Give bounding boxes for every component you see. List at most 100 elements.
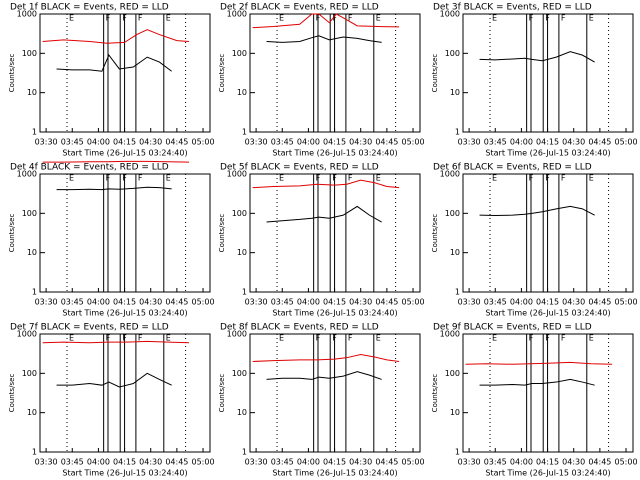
chart-title: Det 8f BLACK = Events, RED = LLD [220,323,379,333]
x-tick-label: 04:15 [113,298,136,307]
marker-label: E [166,14,171,23]
x-tick-label: 04:15 [323,458,346,467]
chart-title: Det 3f BLACK = Events, RED = LLD [433,3,592,13]
y-tick-label: 100 [232,209,247,218]
x-tick-label: 04:30 [562,458,585,467]
x-tick-label: 04:30 [349,458,372,467]
x-tick-label: 04:15 [536,458,559,467]
x-tick-label: 04:45 [375,458,398,467]
y-tick-label: 10 [237,248,247,257]
y-tick-label: 1 [242,288,247,297]
x-tick-label: 04:00 [510,458,533,467]
x-tick-label: 03:30 [35,138,58,147]
y-tick-label: 1000 [227,330,247,339]
y-axis-label: Counts/sec [8,214,16,253]
y-axis-label: Counts/sec [8,374,16,413]
marker-label: F [138,14,143,23]
x-tick-label: 05:00 [614,458,637,467]
y-axis-label: Counts/sec [431,374,439,413]
y-tick-label: 1000 [227,10,247,19]
x-tick-label: 04:45 [375,298,398,307]
chart-title: Det 5f BLACK = Events, RED = LLD [220,163,379,173]
y-tick-label: 1000 [440,330,460,339]
chart-title: Det 9f BLACK = Events, RED = LLD [433,323,592,333]
x-tick-label: 03:30 [245,298,268,307]
x-tick-label: 03:45 [484,138,507,147]
y-tick-label: 10 [27,248,37,257]
data-line [266,371,382,380]
y-tick-label: 10 [450,248,460,257]
y-tick-label: 1 [455,128,460,137]
x-tick-label: 04:15 [113,138,136,147]
marker-label: F [138,174,143,183]
x-tick-label: 03:45 [61,138,84,147]
y-tick-label: 10 [27,88,37,97]
y-tick-label: 10 [237,408,247,417]
x-tick-label: 03:30 [35,298,58,307]
x-tick-label: 03:45 [484,298,507,307]
x-tick-label: 04:30 [139,458,162,467]
data-line [465,361,613,365]
x-tick-label: 04:30 [349,298,372,307]
marker-label: E [589,174,594,183]
y-tick-label: 1 [242,448,247,457]
marker-label: E [376,14,381,23]
marker-label: F [348,334,353,343]
x-tick-label: 04:45 [165,458,188,467]
x-tick-label: 05:00 [191,298,214,307]
x-tick-label: 04:30 [349,138,372,147]
x-tick-label: 04:30 [562,298,585,307]
data-line [56,54,172,72]
y-tick-label: 1 [32,448,37,457]
x-tick-label: 04:45 [588,298,611,307]
data-line [479,378,595,386]
y-tick-label: 1 [455,288,460,297]
data-line [42,160,190,163]
chart-title: Det 1f BLACK = Events, RED = LLD [10,3,169,13]
x-tick-label: 04:30 [139,138,162,147]
marker-label: F [561,174,566,183]
chart-title: Det 7f BLACK = Events, RED = LLD [10,323,169,333]
y-tick-label: 100 [22,209,37,218]
data-line [42,29,190,44]
x-tick-label: 04:45 [375,138,398,147]
y-tick-label: 1 [455,448,460,457]
x-tick-label: 04:00 [87,138,110,147]
x-tick-label: 03:30 [245,138,268,147]
x-tick-label: 03:30 [458,458,481,467]
x-tick-label: 04:15 [323,138,346,147]
x-tick-label: 05:00 [401,138,424,147]
x-tick-label: 04:00 [297,138,320,147]
x-tick-label: 05:00 [401,298,424,307]
marker-label: E [376,174,381,183]
y-axis-label: Counts/sec [218,54,226,93]
x-tick-label: 04:15 [536,138,559,147]
x-tick-label: 04:45 [588,458,611,467]
y-tick-label: 1000 [17,330,37,339]
x-tick-label: 04:15 [323,298,346,307]
data-line [252,179,400,189]
y-tick-label: 1 [32,288,37,297]
y-tick-label: 100 [22,49,37,58]
x-tick-label: 03:45 [61,298,84,307]
data-line [56,372,172,388]
data-line [479,205,595,217]
marker-label: E [376,334,381,343]
marker-label: E [279,174,284,183]
x-tick-label: 04:00 [87,458,110,467]
x-tick-label: 05:00 [614,138,637,147]
data-line [252,354,400,362]
x-tick-label: 03:45 [484,458,507,467]
marker-label: E [492,174,497,183]
chart-title: Det 6f BLACK = Events, RED = LLD [433,163,592,173]
x-axis-label: Start Time (26-Jul-15 03:24:40) [62,309,187,318]
y-tick-label: 100 [445,369,460,378]
x-axis-label: Start Time (26-Jul-15 03:24:40) [62,469,187,478]
x-tick-label: 03:30 [458,298,481,307]
marker-label: F [561,334,566,343]
x-tick-label: 03:30 [35,458,58,467]
x-axis-label: Start Time (26-Jul-15 03:24:40) [272,309,397,318]
data-line [252,13,400,29]
y-axis-label: Counts/sec [431,214,439,253]
